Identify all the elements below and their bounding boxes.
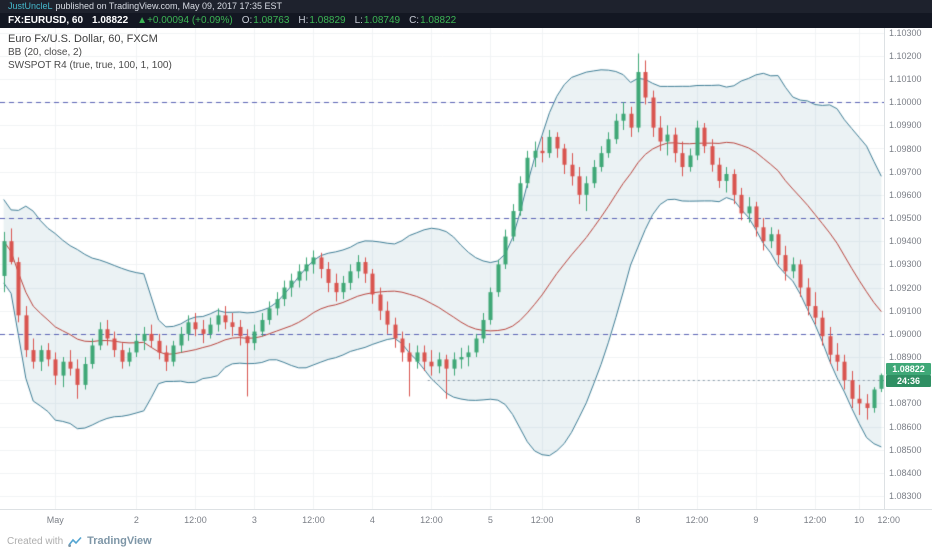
- footer: Created with TradingView: [0, 532, 932, 550]
- created-with-label: Created with: [7, 535, 64, 547]
- time-tick-label: 12:00: [420, 515, 443, 525]
- time-tick-label: 10: [854, 515, 865, 525]
- price-change: ▲+0.00094 (+0.09%): [137, 15, 233, 26]
- symbol-bar: FX:EURUSD, 60 1.08822 ▲+0.00094 (+0.09%)…: [0, 13, 932, 28]
- meta-bar: JustUncleL published on TradingView.com,…: [0, 0, 932, 13]
- price-tick-label: 1.08300: [889, 491, 922, 502]
- price-tick-label: 1.10200: [889, 50, 922, 61]
- time-tick-label: 12:00: [803, 515, 827, 525]
- price-tick-label: 1.08500: [889, 444, 922, 455]
- price-tick-label: 1.09600: [889, 189, 922, 200]
- time-tick-label: 4: [369, 515, 375, 525]
- price-tick-label: 1.08700: [889, 398, 922, 409]
- last-price-value: 1.08822: [92, 15, 129, 26]
- time-tick-label: 9: [753, 515, 759, 525]
- time-axis[interactable]: May 2 12:00 3 12:00 4 12:00 5 12:00 8 12:00 9 12:00 1…: [0, 509, 932, 532]
- price-tick-label: 1.09200: [889, 282, 922, 293]
- price-tick-label: 1.09100: [889, 305, 922, 316]
- price-tick-label: 1.10300: [889, 27, 922, 38]
- ohlc-high: H:1.08829: [298, 15, 346, 26]
- time-tick-label: 12:00: [877, 515, 900, 525]
- published-text: published on TradingView.com, May 09, 20…: [55, 1, 283, 11]
- time-tick-label: 5: [487, 515, 493, 525]
- last-price-badge: 1.08822: [886, 363, 931, 376]
- tradingview-logo-icon: [68, 535, 82, 547]
- time-tick-label: 12:00: [530, 515, 554, 525]
- price-tick-label: 1.09400: [889, 236, 922, 247]
- ohlc-close: C:1.08822: [409, 15, 457, 26]
- price-tick-label: 1.09000: [889, 328, 922, 339]
- time-tick-label: 12:00: [184, 515, 207, 525]
- price-tick-label: 1.08600: [889, 421, 922, 432]
- price-tick-label: 1.08900: [889, 352, 922, 363]
- price-tick-label: 1.10000: [889, 97, 922, 108]
- chart-region: Euro Fx/U.S. Dollar, 60, FXCM BB (20, cl…: [0, 28, 932, 532]
- plot-area[interactable]: [0, 28, 885, 510]
- author-link[interactable]: JustUncleL: [8, 1, 53, 11]
- ohlc-open: O:1.08763: [241, 15, 290, 26]
- tradingview-brand-link[interactable]: TradingView: [87, 535, 152, 547]
- time-tick-label: 12:00: [685, 515, 709, 525]
- bar-countdown-badge: 24:36: [886, 375, 931, 388]
- price-tick-label: 1.09900: [889, 120, 922, 131]
- time-tick-label: 2: [133, 515, 139, 525]
- price-tick-label: 1.09300: [889, 259, 922, 270]
- price-tick-label: 1.09800: [889, 143, 922, 154]
- price-tick-label: 1.09700: [889, 166, 922, 177]
- ohlc-low: L:1.08749: [354, 15, 401, 26]
- time-tick-label: 3: [251, 515, 257, 525]
- price-canvas[interactable]: [0, 28, 885, 510]
- price-axis[interactable]: 1.08822 24:36 1.10300 1.10200 1.10100 1.100…: [884, 28, 932, 510]
- time-tick-label: May: [46, 515, 64, 525]
- symbol-title: FX:EURUSD, 60: [8, 15, 84, 26]
- price-tick-label: 1.09500: [889, 213, 922, 224]
- price-tick-label: 1.10100: [889, 73, 922, 84]
- time-tick-label: 12:00: [302, 515, 325, 525]
- price-tick-label: 1.08400: [889, 467, 922, 478]
- time-tick-label: 8: [635, 515, 641, 525]
